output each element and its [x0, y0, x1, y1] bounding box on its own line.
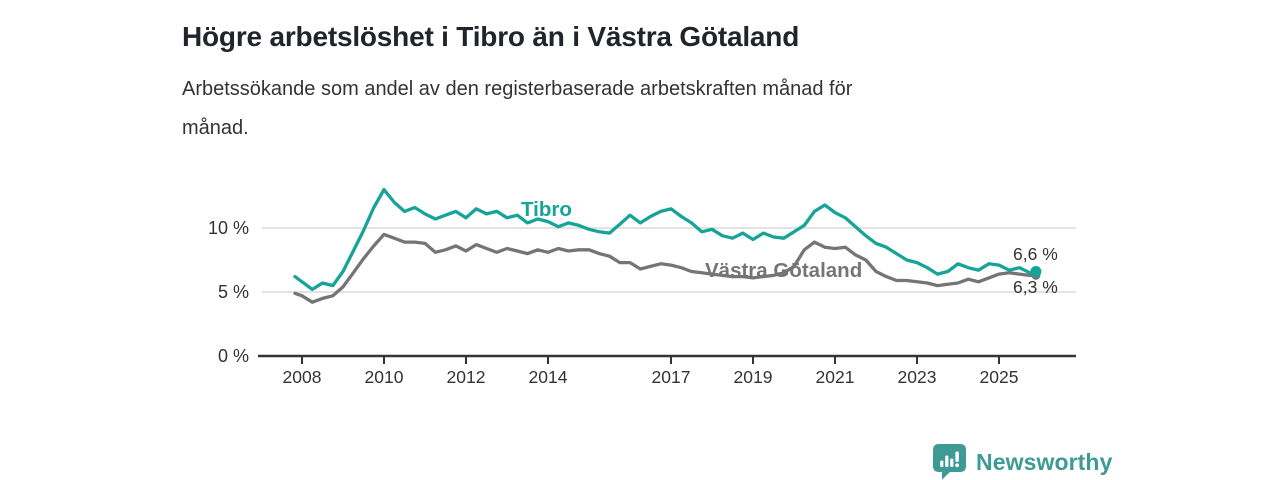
y-tick-label: 5 % [218, 282, 249, 302]
series-line-västra-götaland [293, 232, 1038, 304]
chart-subtitle: Arbetssökande som andel av den registerb… [182, 78, 853, 139]
x-tick-label: 2021 [816, 367, 855, 387]
x-tick-label: 2025 [980, 367, 1019, 387]
x-tick-label: 2023 [898, 367, 937, 387]
series-line-tibro [293, 187, 1038, 292]
end-value-label: 6,3 % [1013, 277, 1058, 297]
newsworthy-logo[interactable]: Newsworthy [933, 444, 1112, 480]
end-dot-tibro [1030, 266, 1042, 278]
x-tick-label: 2017 [652, 367, 691, 387]
x-tick-label: 2010 [365, 367, 404, 387]
end-value-label: 6,6 % [1013, 244, 1058, 264]
x-tick-label: 2012 [447, 367, 486, 387]
newsworthy-wordmark: Newsworthy [976, 448, 1113, 475]
bar-chart-speech-bubble-icon [933, 444, 966, 480]
x-tick-label: 2019 [734, 367, 773, 387]
series-label-västra-götaland: Västra Götaland [705, 259, 862, 282]
chart-title: Högre arbetslöshet i Tibro än i Västra G… [182, 20, 800, 52]
y-tick-label: 0 % [218, 346, 249, 366]
x-tick-label: 2008 [283, 367, 322, 387]
x-tick-label: 2014 [529, 367, 568, 387]
y-tick-label: 10 % [208, 218, 249, 238]
series-label-tibro: Tibro [521, 198, 572, 221]
